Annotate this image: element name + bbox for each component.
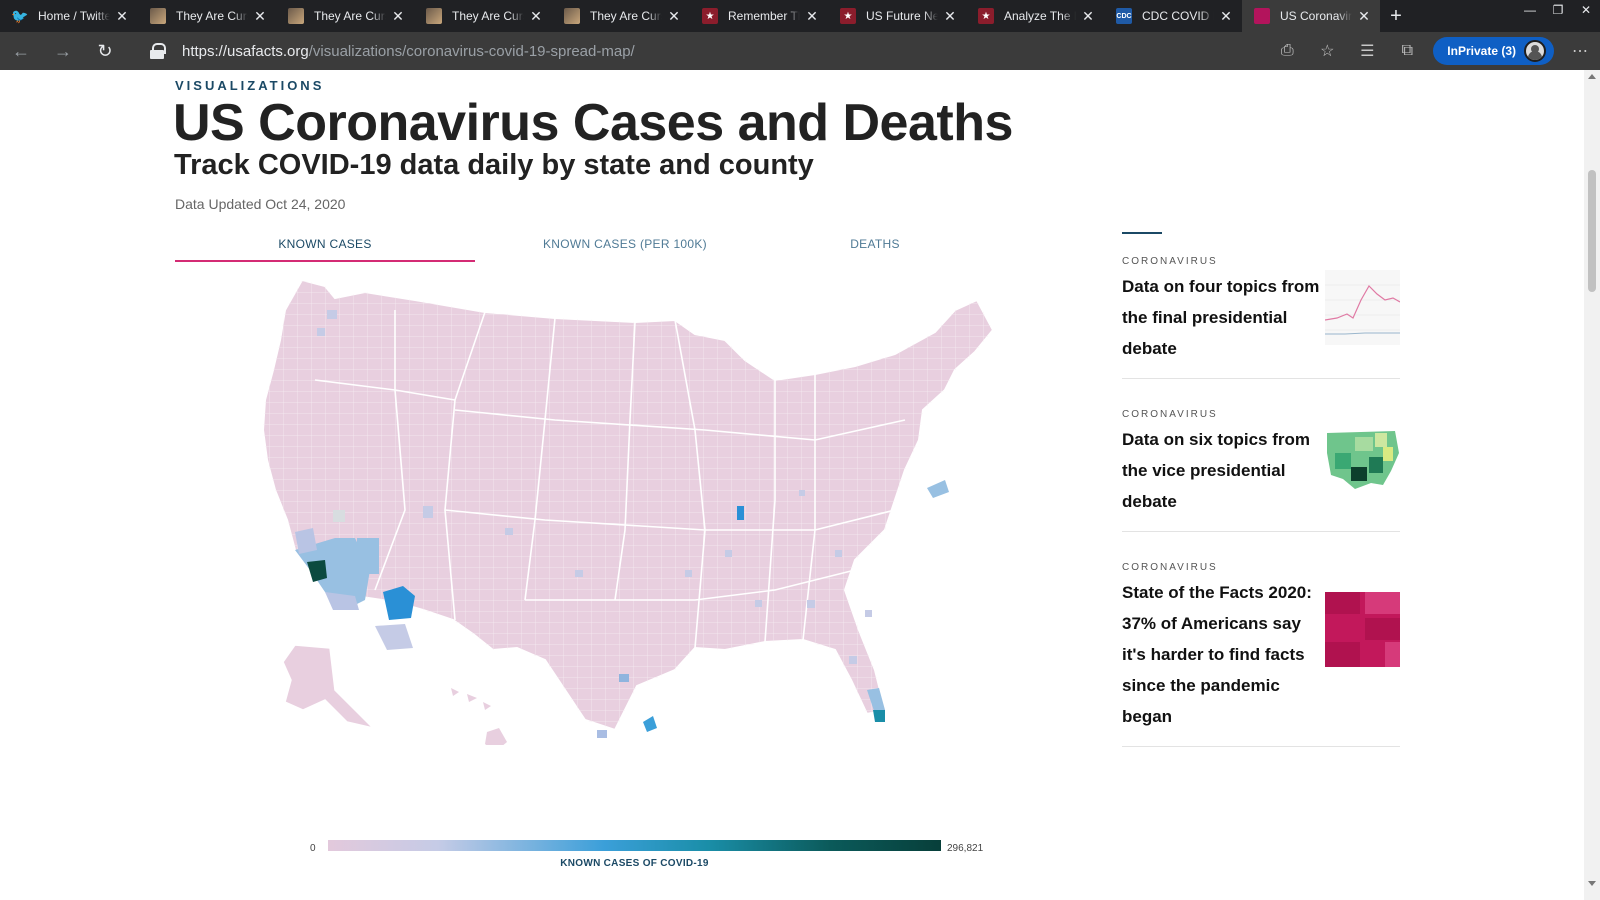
close-window-icon[interactable]: ✕ [1580,3,1592,17]
article-category[interactable]: CORONAVIRUS [1122,562,1218,573]
cdc-icon: CDC [1116,8,1132,24]
map-tabs: KNOWN CASES KNOWN CASES (PER 100K) DEATH… [175,230,975,262]
page-content: VISUALIZATIONS US Coronavirus Cases and … [0,70,1584,900]
browser-tab[interactable]: They Are Cursed ✕ [138,0,276,32]
favorites-list-icon[interactable]: ☰ [1360,43,1375,60]
related-articles-sidebar: CORONAVIRUS Data on four topics from the… [1122,232,1400,777]
tab-label: CDC COVID Data [1142,9,1214,23]
magenta-grid-thumbnail[interactable] [1325,592,1400,667]
related-article-card[interactable]: CORONAVIRUS Data on four topics from the… [1122,256,1400,379]
tab-known-cases[interactable]: KNOWN CASES [175,230,475,262]
browser-tab[interactable]: ★ US Future News ✕ [828,0,966,32]
browser-tab[interactable]: They Are Cursed ✕ [276,0,414,32]
browser-tab-active[interactable]: US Coronavirus ✕ [1242,0,1380,32]
inprivate-button[interactable]: InPrivate (3) [1433,37,1554,65]
url-host: https://usafacts.org [182,42,309,60]
close-icon[interactable]: ✕ [1082,7,1094,24]
section-eyebrow[interactable]: VISUALIZATIONS [175,78,325,93]
close-icon[interactable]: ✕ [392,7,404,24]
legend-color-bar [328,840,941,851]
favorite-star-icon[interactable]: ☆ [1320,43,1335,60]
minimize-icon[interactable]: — [1524,3,1536,17]
article-title[interactable]: Data on six topics from the vice preside… [1122,430,1310,511]
browser-tab[interactable]: They Are Cursed ✕ [414,0,552,32]
star-icon: ★ [840,8,856,24]
green-us-map-thumbnail[interactable] [1325,423,1400,498]
page-title: US Coronavirus Cases and Deaths [173,94,1013,152]
browser-tab-strip: 🐦 Home / Twitter ✕ They Are Cursed ✕ The… [0,0,1600,32]
collections-icon[interactable]: ⧉ [1401,42,1414,59]
back-icon[interactable]: ← [12,40,30,61]
close-icon[interactable]: ✕ [944,7,956,24]
usafacts-icon [1254,8,1270,24]
star-icon: ★ [978,8,994,24]
tab-label: US Future News [866,9,938,23]
browser-tab[interactable]: ★ Remember The ✕ [690,0,828,32]
browser-tab[interactable]: CDC CDC COVID Data ✕ [1104,0,1242,32]
browser-tab[interactable]: ★ Analyze The Data ✕ [966,0,1104,32]
article-title[interactable]: State of the Facts 2020: 37% of American… [1122,583,1312,726]
legend-min: 0 [310,843,316,854]
close-icon[interactable]: ✕ [668,7,680,24]
contiguous-us [261,278,995,738]
map-legend: 0 296,821 KNOWN CASES OF COVID-19 [310,840,990,880]
close-icon[interactable]: ✕ [1358,7,1370,24]
url-path: /visualizations/coronavirus-covid-19-spr… [308,42,635,60]
tab-label: They Are Cursed [314,9,386,23]
window-controls: — ❐ ✕ [1516,0,1600,20]
toolbar-icons: ⎙ ☆ ☰ ⧉ InPrivate (3) ⋯ [1267,32,1600,70]
data-updated: Data Updated Oct 24, 2020 [175,196,346,212]
browser-tab[interactable]: 🐦 Home / Twitter ✕ [0,0,138,32]
related-article-card[interactable]: CORONAVIRUS State of the Facts 2020: 37%… [1122,562,1400,747]
photo-icon [150,8,166,24]
tab-label: Home / Twitter [38,9,110,23]
url-field[interactable]: https://usafacts.org/visualizations/coro… [150,37,1270,65]
close-icon[interactable]: ✕ [254,7,266,24]
related-article-card[interactable]: CORONAVIRUS Data on six topics from the … [1122,409,1400,532]
page-scrollbar[interactable] [1584,70,1600,900]
close-icon[interactable]: ✕ [1220,7,1232,24]
hawaii-shape [451,688,507,745]
tab-label: Remember The [728,9,800,23]
close-icon[interactable]: ✕ [530,7,542,24]
scroll-up-icon[interactable] [1588,74,1596,79]
browser-tab[interactable]: They Are Cursed ✕ [552,0,690,32]
avatar [1524,40,1546,62]
article-category[interactable]: CORONAVIRUS [1122,256,1218,267]
star-icon: ★ [702,8,718,24]
restore-icon[interactable]: ❐ [1552,3,1564,17]
photo-icon [564,8,580,24]
close-icon[interactable]: ✕ [806,7,818,24]
tab-deaths[interactable]: DEATHS [850,237,900,251]
address-bar: ← → ↻ https://usafacts.org/visualization… [0,32,1600,70]
new-tab-button[interactable]: + [1390,4,1402,27]
sidebar-divider [1122,232,1162,234]
tab-known-cases-per-100k[interactable]: KNOWN CASES (PER 100K) [543,237,707,251]
forward-icon[interactable]: → [54,40,72,61]
more-icon[interactable]: ⋯ [1572,43,1588,60]
alaska-shape [282,644,376,730]
line-chart-thumbnail[interactable] [1325,270,1400,345]
article-category[interactable]: CORONAVIRUS [1122,409,1218,420]
refresh-icon[interactable]: ↻ [97,40,113,61]
page-subtitle: Track COVID-19 data daily by state and c… [174,149,814,181]
tab-label: They Are Cursed [590,9,662,23]
close-icon[interactable]: ✕ [116,7,128,24]
twitter-icon: 🐦 [11,7,29,24]
lock-icon [150,43,166,59]
scrollbar-thumb[interactable] [1588,170,1596,292]
scroll-down-icon[interactable] [1588,881,1596,886]
photo-icon [288,8,304,24]
legend-title: KNOWN CASES OF COVID-19 [560,858,709,869]
read-aloud-icon[interactable]: ⎙ [1280,42,1294,59]
tab-label: They Are Cursed [452,9,524,23]
tab-label: US Coronavirus [1280,9,1352,23]
article-title[interactable]: Data on four topics from the final presi… [1122,277,1320,358]
legend-max: 296,821 [947,843,984,854]
tab-label: They Are Cursed [176,9,248,23]
us-county-map[interactable] [255,270,1015,745]
tab-label: Analyze The Data [1004,9,1076,23]
photo-icon [426,8,442,24]
inprivate-label: InPrivate (3) [1447,44,1516,58]
